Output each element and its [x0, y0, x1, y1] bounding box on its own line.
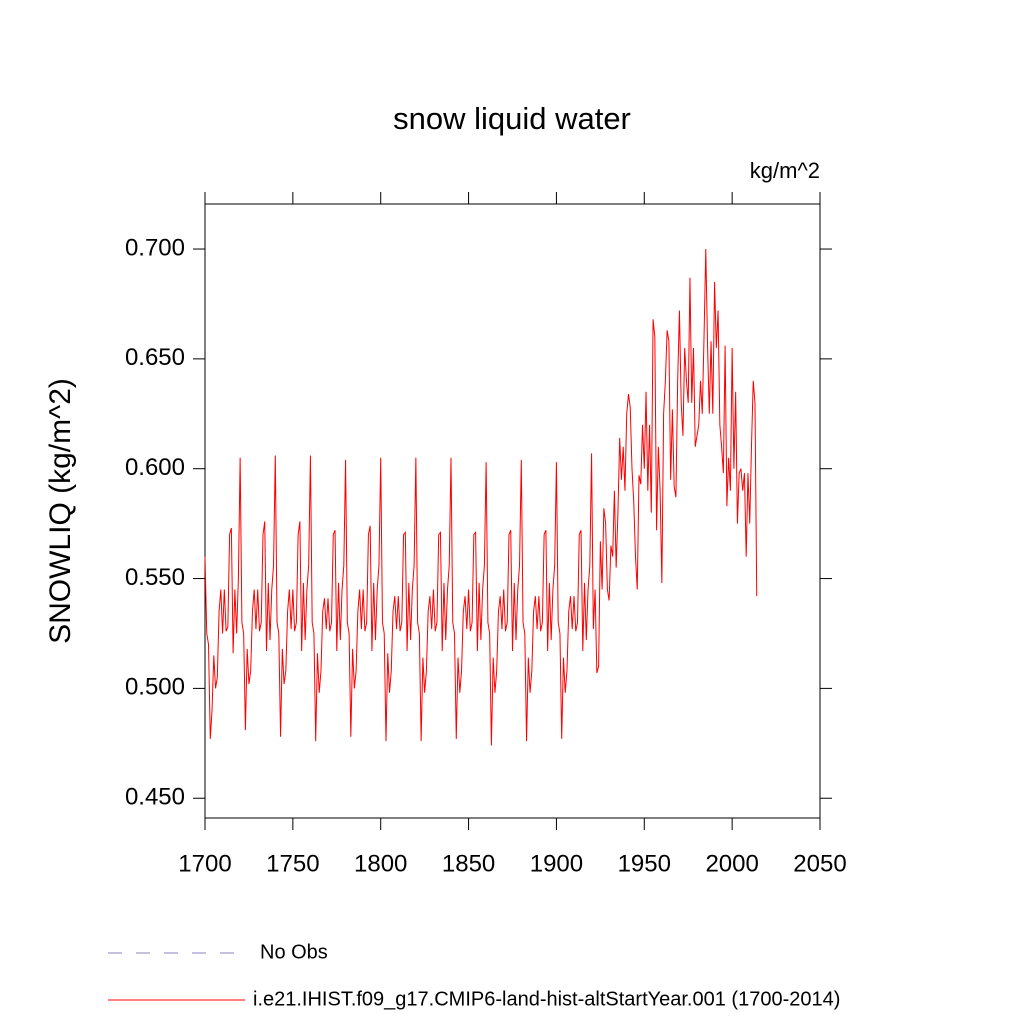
- x-tick-label: 1700: [178, 850, 231, 877]
- x-tick-label: 1750: [266, 850, 319, 877]
- x-tick-label: 1900: [530, 850, 583, 877]
- y-tick-label: 0.600: [125, 454, 185, 481]
- y-tick-label: 0.700: [125, 234, 185, 261]
- data-line: [204, 249, 758, 746]
- x-tick-label: 1800: [354, 850, 407, 877]
- legend-label: No Obs: [260, 941, 328, 963]
- y-axis-label: SNOWLIQ (kg/m^2): [44, 378, 77, 644]
- y-tick-label: 0.500: [125, 674, 185, 701]
- y-tick-label: 0.450: [125, 784, 185, 811]
- plot-frame: [204, 203, 821, 819]
- x-tick-label: 2000: [705, 850, 758, 877]
- chart-title: snow liquid water: [393, 101, 631, 136]
- y-tick-label: 0.550: [125, 564, 185, 591]
- units-label: kg/m^2: [750, 158, 820, 183]
- x-tick-label: 1950: [618, 850, 671, 877]
- x-tick-label: 1850: [442, 850, 495, 877]
- legend-label: i.e21.IHIST.f09_g17.CMIP6-land-hist-altS…: [253, 988, 840, 1010]
- x-tick-label: 2050: [793, 850, 846, 877]
- y-tick-label: 0.650: [125, 344, 185, 371]
